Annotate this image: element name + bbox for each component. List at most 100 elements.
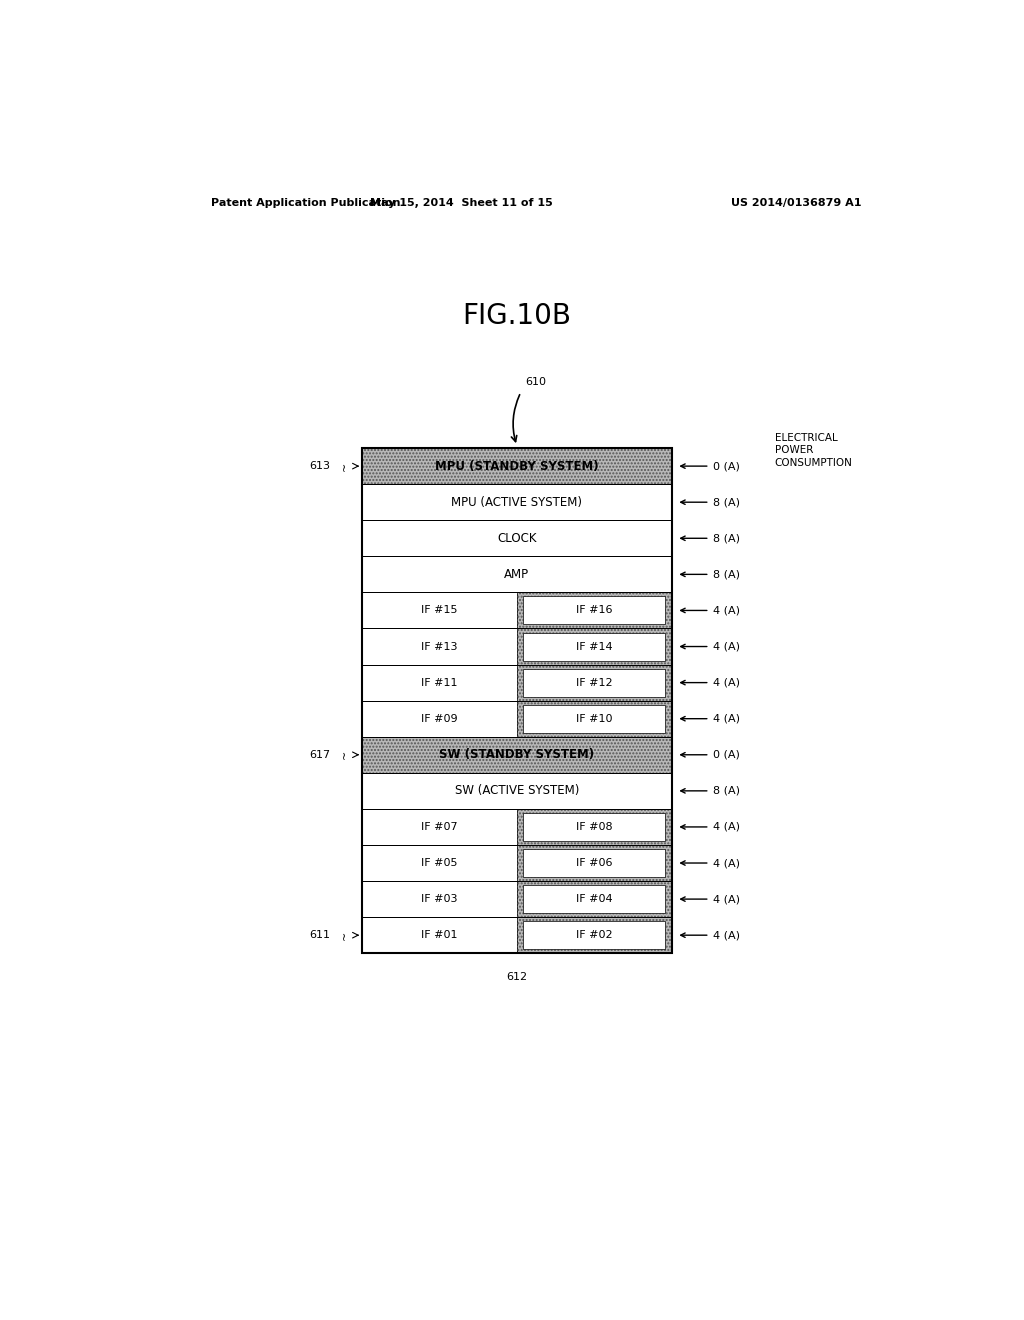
Bar	[517, 664, 672, 701]
Bar	[362, 556, 672, 593]
Text: IF #07: IF #07	[421, 822, 458, 832]
Bar	[517, 880, 672, 917]
Bar	[362, 447, 672, 484]
Bar	[362, 447, 672, 953]
Text: SW (ACTIVE SYSTEM): SW (ACTIVE SYSTEM)	[455, 784, 579, 797]
Text: IF #14: IF #14	[575, 642, 612, 652]
Bar	[362, 520, 672, 556]
Bar	[523, 849, 666, 876]
Bar	[517, 809, 672, 845]
Text: 4 (A): 4 (A)	[713, 606, 740, 615]
Bar	[362, 593, 517, 628]
Text: IF #06: IF #06	[575, 858, 612, 869]
Bar	[362, 917, 517, 953]
Text: CLOCK: CLOCK	[497, 532, 537, 545]
Bar	[362, 701, 517, 737]
Bar	[362, 664, 517, 701]
Text: US 2014/0136879 A1: US 2014/0136879 A1	[731, 198, 861, 209]
Bar	[362, 809, 517, 845]
Text: 0 (A): 0 (A)	[713, 461, 739, 471]
Text: ELECTRICAL
POWER
CONSUMPTION: ELECTRICAL POWER CONSUMPTION	[775, 433, 853, 467]
Bar	[362, 737, 672, 772]
Text: 611: 611	[309, 931, 331, 940]
Text: ~: ~	[340, 931, 350, 940]
Bar	[517, 593, 672, 628]
Bar	[523, 886, 666, 913]
Text: IF #04: IF #04	[575, 894, 612, 904]
Bar	[362, 845, 672, 880]
Bar	[517, 628, 672, 664]
Text: 8 (A): 8 (A)	[713, 785, 740, 796]
Bar	[517, 917, 672, 953]
Bar	[362, 845, 517, 880]
Text: 4 (A): 4 (A)	[713, 931, 740, 940]
Bar	[523, 632, 666, 660]
Bar	[517, 664, 672, 701]
Text: 612: 612	[506, 972, 527, 982]
Bar	[362, 447, 672, 484]
Bar	[362, 737, 672, 772]
Text: 4 (A): 4 (A)	[713, 858, 740, 869]
Text: ~: ~	[340, 750, 350, 759]
Text: FIG.10B: FIG.10B	[463, 302, 571, 330]
Text: 4 (A): 4 (A)	[713, 822, 740, 832]
Bar	[362, 628, 517, 664]
Text: SW (STANDBY SYSTEM): SW (STANDBY SYSTEM)	[439, 748, 594, 762]
Bar	[362, 628, 672, 664]
Bar	[362, 701, 672, 737]
Bar	[517, 809, 672, 845]
Text: 4 (A): 4 (A)	[713, 714, 740, 723]
Bar	[362, 447, 672, 484]
Bar	[517, 628, 672, 664]
Text: 617: 617	[309, 750, 331, 760]
Bar	[362, 556, 672, 593]
Text: IF #05: IF #05	[421, 858, 458, 869]
Text: IF #09: IF #09	[421, 714, 458, 723]
Text: 4 (A): 4 (A)	[713, 642, 740, 652]
Text: 4 (A): 4 (A)	[713, 677, 740, 688]
Text: 4 (A): 4 (A)	[713, 894, 740, 904]
Bar	[523, 813, 666, 841]
Bar	[523, 669, 666, 697]
Bar	[517, 845, 672, 880]
Text: AMP: AMP	[504, 568, 529, 581]
Text: IF #03: IF #03	[421, 894, 458, 904]
Text: MPU (STANDBY SYSTEM): MPU (STANDBY SYSTEM)	[435, 459, 599, 473]
Bar	[517, 701, 672, 737]
Text: IF #12: IF #12	[575, 677, 612, 688]
Bar	[523, 921, 666, 949]
Bar	[362, 880, 517, 917]
Text: IF #16: IF #16	[575, 606, 612, 615]
Bar	[517, 845, 672, 880]
Bar	[362, 664, 672, 701]
Text: ~: ~	[340, 462, 350, 471]
Text: IF #15: IF #15	[421, 606, 458, 615]
Bar	[362, 809, 672, 845]
Bar	[362, 737, 672, 772]
Bar	[362, 484, 672, 520]
Bar	[523, 705, 666, 733]
Bar	[517, 701, 672, 737]
Bar	[517, 917, 672, 953]
Bar	[362, 484, 672, 520]
Bar	[362, 772, 672, 809]
Bar	[362, 917, 672, 953]
Text: IF #13: IF #13	[421, 642, 458, 652]
Text: 0 (A): 0 (A)	[713, 750, 739, 760]
Text: Patent Application Publication: Patent Application Publication	[211, 198, 400, 209]
Text: May 15, 2014  Sheet 11 of 15: May 15, 2014 Sheet 11 of 15	[370, 198, 553, 209]
Text: IF #10: IF #10	[575, 714, 612, 723]
Text: IF #01: IF #01	[421, 931, 458, 940]
Text: 8 (A): 8 (A)	[713, 498, 740, 507]
Bar	[517, 593, 672, 628]
Bar	[362, 880, 672, 917]
Text: IF #11: IF #11	[421, 677, 458, 688]
Bar	[523, 597, 666, 624]
Bar	[362, 772, 672, 809]
Bar	[517, 880, 672, 917]
Text: IF #02: IF #02	[575, 931, 612, 940]
Text: 8 (A): 8 (A)	[713, 569, 740, 579]
Text: MPU (ACTIVE SYSTEM): MPU (ACTIVE SYSTEM)	[452, 496, 583, 508]
Bar	[362, 520, 672, 556]
Text: 613: 613	[309, 461, 331, 471]
